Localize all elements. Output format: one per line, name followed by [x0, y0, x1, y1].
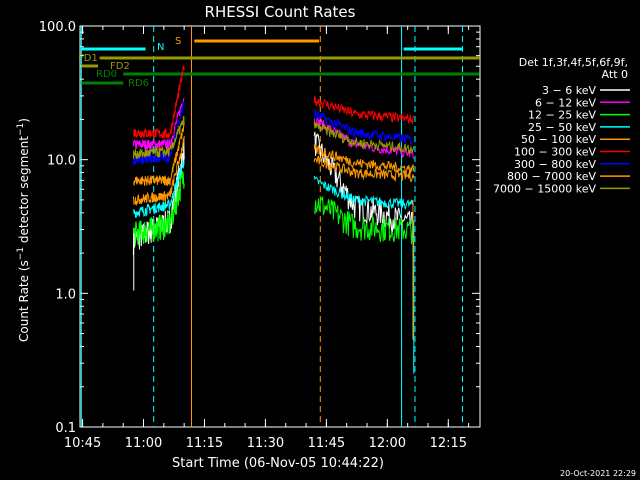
legend-label: 6 − 12 keV: [535, 96, 596, 109]
legend-label: 300 − 800 keV: [514, 158, 596, 171]
y-tick-label: 100.0: [39, 20, 76, 35]
x-tick-label: 11:15: [186, 436, 223, 451]
series-line: [313, 121, 415, 155]
y-tick-label: 10.0: [47, 154, 76, 169]
x-tick-label: 10:45: [64, 436, 101, 451]
x-tick-label: 12:15: [430, 436, 467, 451]
legend-label: 12 − 25 keV: [528, 109, 596, 122]
flag-label-rd0: RD0: [96, 69, 117, 80]
y-axis-title: Count Rate (s−1 detector segment−1): [16, 118, 31, 342]
series-line: [313, 175, 415, 210]
series-line: [313, 196, 415, 245]
legend-label: 100 − 300 keV: [514, 146, 596, 159]
x-tick-label: 11:00: [125, 436, 162, 451]
legend-label: 25 − 50 keV: [528, 121, 596, 134]
flag-label-fd1: FD1: [78, 53, 98, 64]
series-line: [313, 144, 415, 175]
flag-label-n: N: [157, 42, 164, 53]
series-line: [132, 97, 185, 151]
series-line: [132, 160, 185, 218]
legend-label: 50 − 100 keV: [521, 133, 596, 146]
legend-label: 7000 − 15000 keV: [493, 182, 596, 195]
x-tick-label: 11:30: [247, 436, 284, 451]
plot-frame: [79, 25, 481, 428]
x-tick-label: 11:45: [308, 436, 345, 451]
legend-header: Att 0: [602, 68, 628, 81]
legend-header: Det 1f,3f,4f,5f,6f,9f,: [519, 56, 628, 69]
flag-label-rd6: RD6: [128, 78, 149, 89]
flag-label-s: S: [175, 36, 181, 47]
series-line: [313, 95, 415, 124]
x-tick-label: 12:00: [369, 436, 406, 451]
legend-label: 3 − 6 keV: [542, 84, 596, 97]
series-line: [313, 109, 415, 147]
series-line: [133, 65, 185, 140]
series-line: [133, 123, 185, 186]
footer-date: 20-Oct-2021 22:29: [560, 469, 636, 478]
chart-title: RHESSI Count Rates: [205, 3, 356, 21]
legend-label: 800 − 7000 keV: [507, 170, 596, 183]
x-axis-title: Start Time (06-Nov-05 10:44:22): [172, 456, 384, 471]
y-tick-label: 0.1: [55, 421, 76, 436]
flag-label-fd2: FD2: [110, 61, 130, 72]
series-line: [132, 135, 185, 206]
series-line: [132, 170, 185, 247]
y-tick-label: 1.0: [55, 287, 76, 302]
series-line: [132, 115, 185, 160]
